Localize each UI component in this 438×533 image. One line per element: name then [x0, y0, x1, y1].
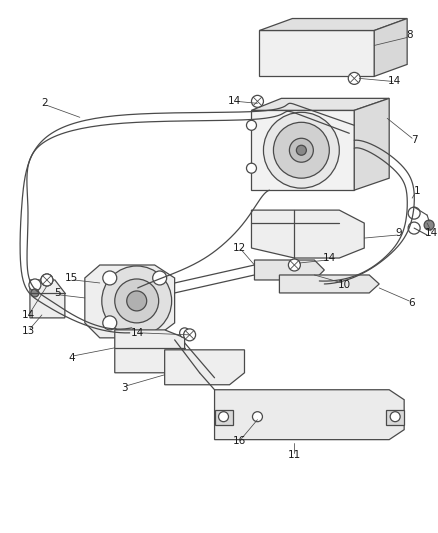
Text: 9: 9 [396, 228, 403, 238]
Circle shape [31, 289, 39, 297]
Polygon shape [165, 350, 244, 385]
Text: 14: 14 [388, 76, 401, 86]
Text: 13: 13 [21, 326, 35, 336]
Circle shape [251, 95, 263, 107]
Text: 14: 14 [21, 310, 35, 320]
Circle shape [390, 411, 400, 422]
Text: 1: 1 [414, 186, 420, 196]
Polygon shape [259, 30, 374, 76]
Circle shape [288, 259, 300, 271]
Text: 14: 14 [323, 253, 336, 263]
Text: 6: 6 [408, 298, 414, 308]
Polygon shape [374, 19, 407, 76]
Circle shape [41, 274, 53, 286]
Circle shape [41, 274, 53, 286]
Circle shape [247, 120, 257, 130]
Text: 5: 5 [55, 288, 61, 298]
Circle shape [153, 271, 166, 285]
Text: 10: 10 [338, 280, 351, 290]
Polygon shape [215, 390, 404, 440]
Text: 12: 12 [233, 243, 246, 253]
Polygon shape [254, 260, 324, 280]
Polygon shape [354, 99, 389, 190]
Circle shape [348, 72, 360, 84]
Polygon shape [85, 265, 175, 338]
Text: 14: 14 [131, 328, 145, 338]
Text: 11: 11 [288, 450, 301, 459]
Polygon shape [251, 210, 364, 258]
Circle shape [180, 328, 190, 338]
Bar [215, 410, 233, 425]
Polygon shape [251, 99, 389, 110]
Polygon shape [115, 330, 184, 373]
Circle shape [263, 112, 339, 188]
Circle shape [252, 411, 262, 422]
Text: 3: 3 [121, 383, 128, 393]
Circle shape [29, 279, 41, 291]
Text: 16: 16 [233, 435, 246, 446]
Circle shape [408, 207, 420, 219]
Circle shape [408, 222, 420, 234]
Text: 14: 14 [424, 228, 438, 238]
Circle shape [103, 271, 117, 285]
Circle shape [290, 138, 313, 162]
Circle shape [297, 146, 306, 155]
Polygon shape [251, 110, 354, 190]
Text: 8: 8 [406, 30, 413, 41]
Text: 4: 4 [68, 353, 75, 363]
Text: 14: 14 [228, 96, 241, 107]
Circle shape [102, 266, 172, 336]
Circle shape [273, 122, 329, 178]
Polygon shape [279, 275, 379, 293]
Circle shape [115, 279, 159, 323]
Text: 2: 2 [42, 99, 48, 108]
Circle shape [184, 329, 196, 341]
Circle shape [127, 291, 147, 311]
Polygon shape [259, 19, 407, 30]
Circle shape [424, 220, 434, 230]
Circle shape [247, 163, 257, 173]
Circle shape [103, 316, 117, 330]
Text: 7: 7 [411, 135, 417, 146]
Text: 15: 15 [65, 273, 78, 283]
Polygon shape [30, 280, 65, 318]
Bar [386, 410, 404, 425]
Circle shape [219, 411, 229, 422]
